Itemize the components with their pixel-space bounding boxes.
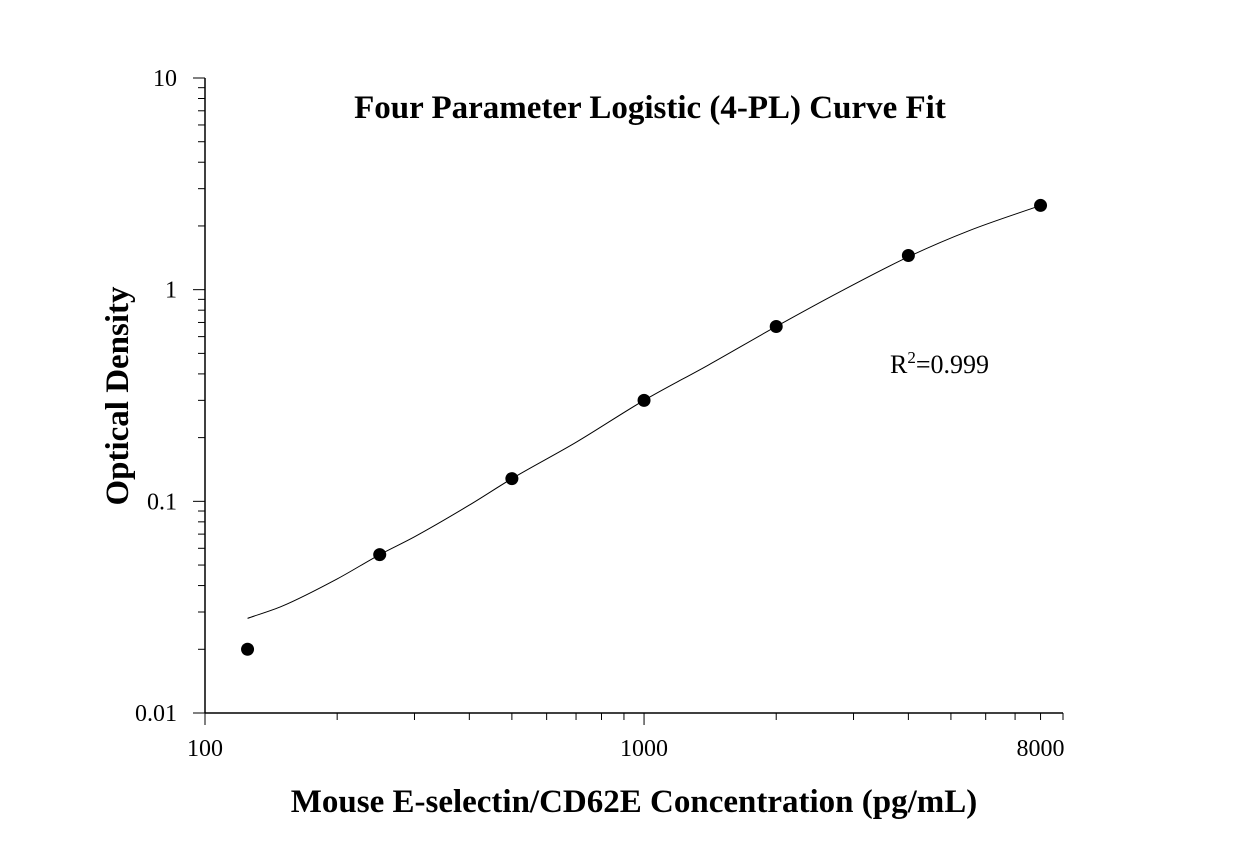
data-point — [901, 249, 915, 263]
data-point — [241, 642, 255, 656]
y-ticks: 0.01 0.1 1 10 — [135, 66, 205, 727]
axes — [204, 78, 1063, 714]
data-point — [1034, 198, 1048, 212]
y-tick-label: 0.1 — [147, 489, 177, 515]
x-ticks: 100 1000 8000 — [187, 713, 1065, 762]
chart-title: Four Parameter Logistic (4-PL) Curve Fit — [354, 90, 946, 126]
r-squared-sup: 2 — [907, 348, 916, 367]
data-point — [505, 472, 519, 486]
data-point — [769, 319, 783, 333]
x-tick-label: 1000 — [620, 736, 668, 762]
data-point — [637, 393, 651, 407]
r-squared-value: =0.999 — [916, 350, 989, 379]
y-tick-label: 10 — [153, 66, 177, 92]
r-squared-annotation: R2=0.999 — [890, 348, 989, 379]
x-axis-title: Mouse E-selectin/CD62E Concentration (pg… — [291, 784, 978, 820]
r-squared-base: R — [890, 350, 908, 379]
fit-curve — [247, 204, 1041, 619]
data-point — [373, 548, 387, 562]
y-tick-label: 0.01 — [135, 701, 177, 727]
y-tick-label: 1 — [165, 278, 177, 304]
y-axis-title: Optical Density — [100, 286, 136, 506]
data-points — [241, 198, 1048, 656]
x-tick-label: 100 — [187, 736, 223, 762]
x-tick-label: 8000 — [1017, 736, 1065, 762]
